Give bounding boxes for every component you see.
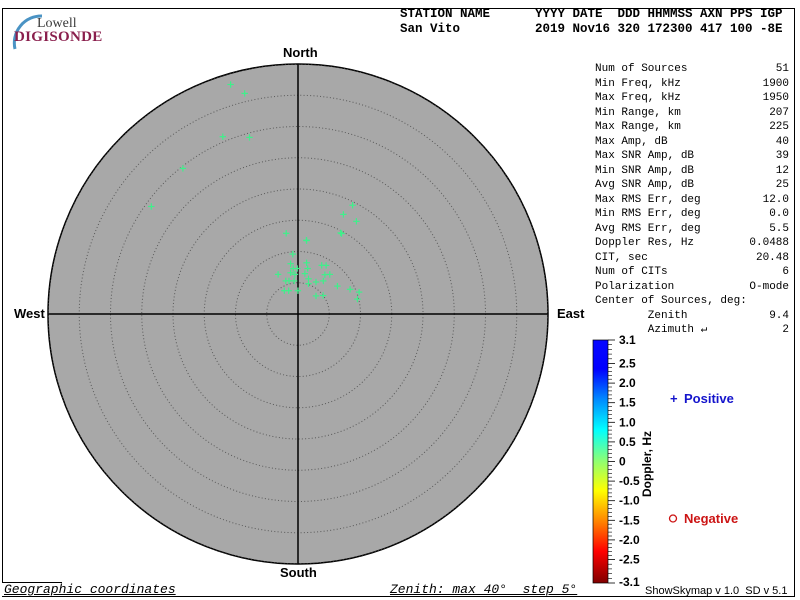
svg-text:Doppler, Hz: Doppler, Hz bbox=[640, 431, 654, 497]
svg-text:1.5: 1.5 bbox=[619, 396, 636, 410]
svg-text:+: + bbox=[670, 391, 678, 406]
svg-text:1.0: 1.0 bbox=[619, 415, 636, 429]
svg-text:-1.5: -1.5 bbox=[619, 513, 640, 527]
svg-text:Positive: Positive bbox=[684, 391, 734, 406]
svg-text:-1.0: -1.0 bbox=[619, 494, 640, 508]
svg-text:Negative: Negative bbox=[684, 511, 738, 526]
svg-text:2.5: 2.5 bbox=[619, 357, 636, 371]
svg-text:2.0: 2.0 bbox=[619, 376, 636, 390]
svg-text:-2.0: -2.0 bbox=[619, 533, 640, 547]
svg-text:-0.5: -0.5 bbox=[619, 474, 640, 488]
svg-text:0: 0 bbox=[619, 455, 626, 469]
svg-text:-2.5: -2.5 bbox=[619, 553, 640, 567]
svg-text:-3.1: -3.1 bbox=[619, 575, 640, 589]
svg-text:3.1: 3.1 bbox=[619, 333, 636, 347]
svg-text:0.5: 0.5 bbox=[619, 435, 636, 449]
